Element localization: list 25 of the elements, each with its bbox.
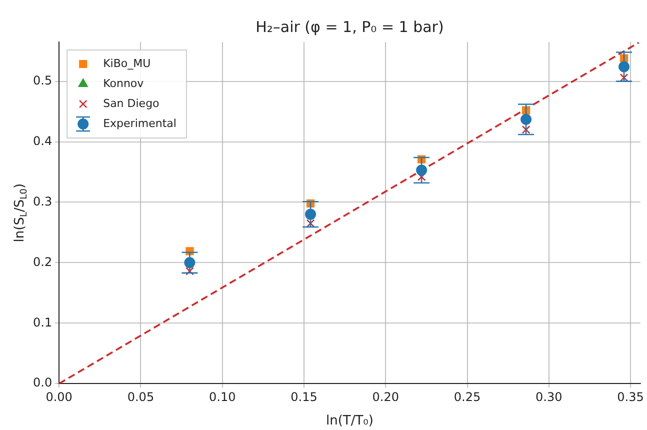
x-tick-label: 0.30 [536, 390, 562, 404]
y-tick-label: 0.4 [32, 134, 52, 148]
legend-label: Experimental [103, 116, 176, 130]
x-tick-label: 0.10 [208, 390, 236, 404]
point [186, 266, 194, 276]
point [522, 125, 530, 134]
x-tick-label: 0.20 [372, 390, 399, 404]
legend-label: KiBo_MU [103, 56, 151, 70]
legend-label: San Diego [103, 96, 160, 110]
x-tick-label: 0.15 [290, 390, 318, 404]
y-tick-label: 0.5 [32, 73, 52, 88]
x-tick-label: 0.35 [617, 390, 644, 404]
x-tick-label: 0.25 [454, 390, 481, 404]
point [520, 114, 532, 125]
y-tick-label: 0.3 [32, 194, 52, 208]
y-tick-label: 0.2 [32, 254, 52, 269]
chart-title: H₂–air (φ = 1, P₀ = 1 bar) [256, 18, 444, 36]
x-axis-title: ln(T/T₀) [326, 413, 374, 428]
legend-label: Konnov [103, 76, 144, 90]
x-tick-label: 0.05 [127, 390, 154, 404]
x-tick-label: 0.00 [46, 390, 72, 404]
point [620, 73, 628, 82]
y-axis-title: ln(SL/SL0) [12, 183, 30, 242]
y-tick-label: 0.0 [32, 376, 52, 390]
y-tick-label: 0.1 [32, 315, 52, 330]
